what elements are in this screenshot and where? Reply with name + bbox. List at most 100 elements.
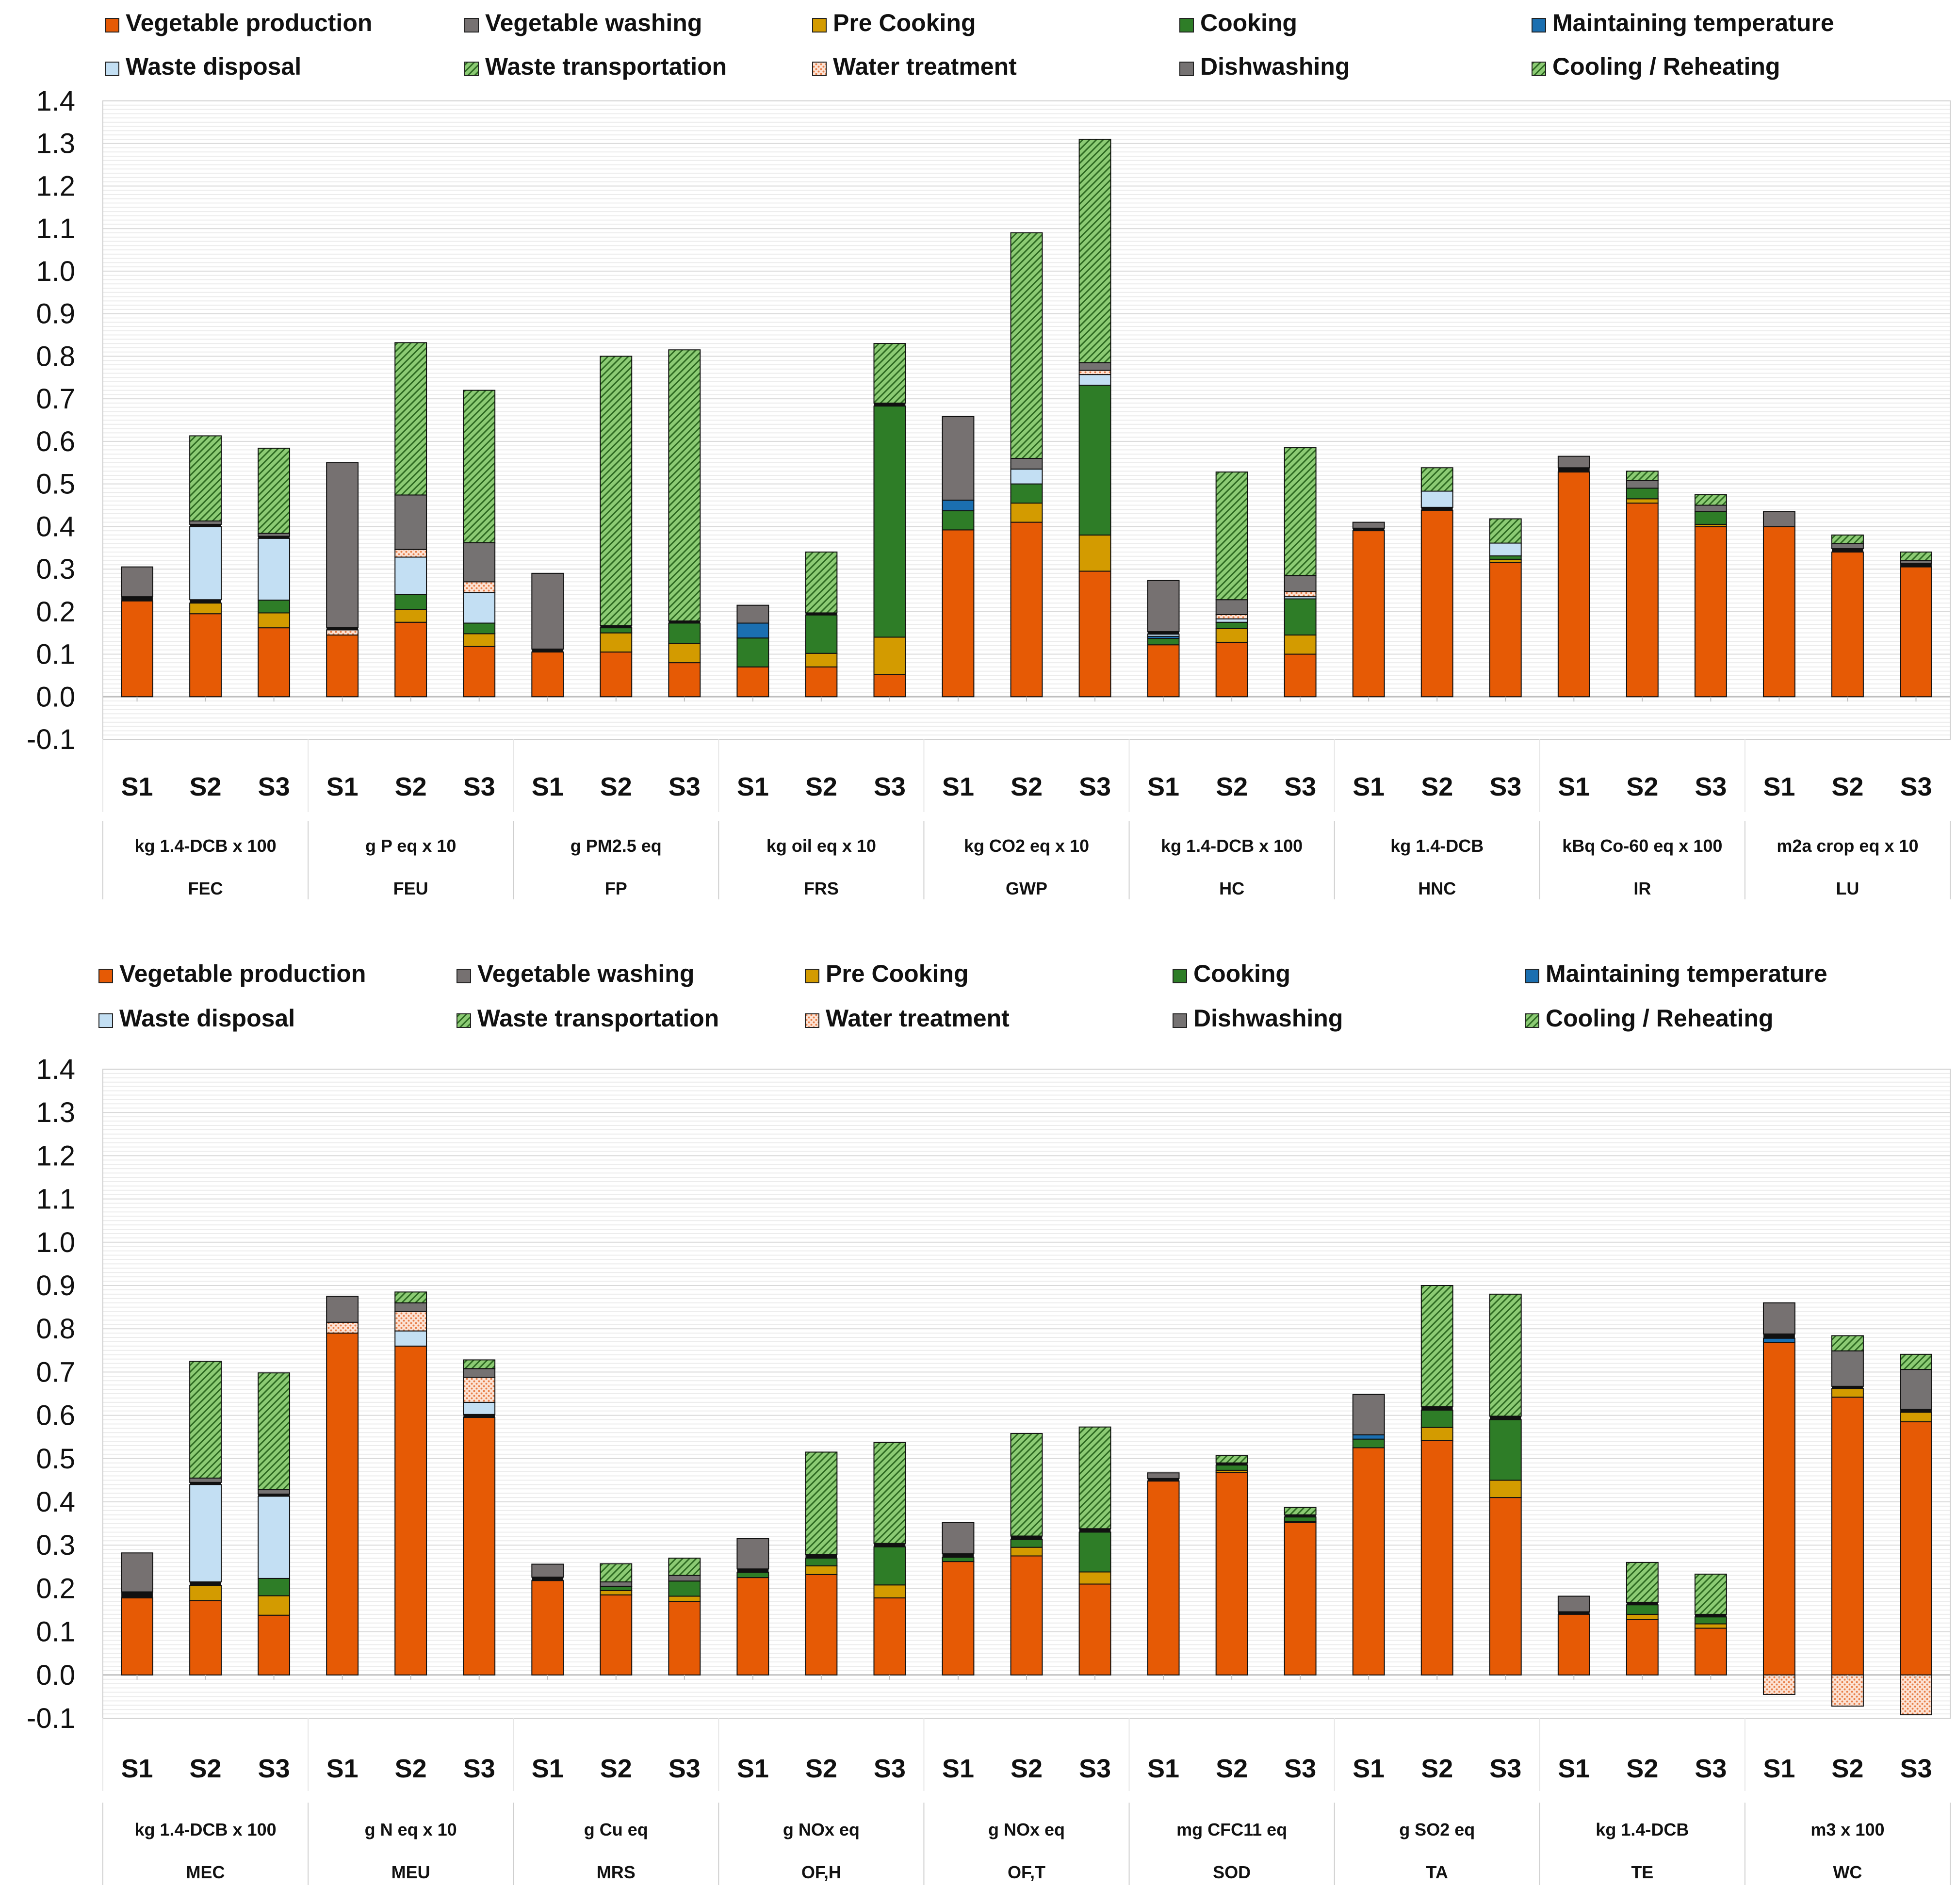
bar-segment-cooking [668, 622, 701, 644]
bar-segment-cooking [873, 1546, 906, 1586]
y-tick-label: 0.3 [36, 1530, 75, 1561]
bar-segment-black [258, 536, 290, 538]
bar-segment-veg_prod [1010, 1555, 1043, 1676]
bar-segment-maint [736, 622, 769, 639]
legend-swatch-veg_wash [464, 18, 479, 33]
bar-segment-veg_prod [805, 666, 838, 698]
bar-LU-S3: S3 [1900, 551, 1932, 801]
bar-segment-pre_cook [258, 612, 291, 629]
bar-segment-maint [942, 499, 975, 511]
y-tick-label: 1.1 [36, 213, 75, 244]
bar-segment-black [532, 1577, 564, 1581]
bar-segment-cooling [1489, 518, 1522, 544]
bar-GWP-S1: S1 [942, 416, 975, 801]
category-unit-label: kg 1.4-DCB [1596, 1820, 1689, 1839]
y-tick-label: 0.1 [36, 1616, 75, 1648]
y-tick-label: 0.1 [36, 639, 75, 670]
bar-TE-S3: S3 [1694, 1573, 1727, 1783]
category-unit-label: kg 1.4-DCB [1390, 836, 1484, 856]
bar-segment-veg_prod [1831, 551, 1864, 698]
category-code-label: WC [1833, 1862, 1862, 1882]
bar-OF,H-S1: S1 [736, 1538, 769, 1783]
bar-segment-black [190, 1482, 221, 1485]
bar-HC-S1: S1 [1147, 580, 1180, 801]
bar-segment-veg_wash [1352, 1394, 1385, 1435]
bar-segment-veg_wash [1352, 521, 1385, 529]
bar-segment-cooling [189, 435, 222, 521]
bar-segment-veg_prod [1010, 521, 1043, 698]
bar-segment-dishwash [1626, 480, 1659, 489]
chart-panel-2: Vegetable production Vegetable washing Pre… [27, 960, 1951, 1885]
bar-MEC-S1: S1 [121, 1552, 153, 1783]
bar-MRS-S3: S3 [668, 1557, 701, 1783]
legend-item-veg_wash: Vegetable washing [457, 960, 694, 987]
x-tick-label-scenario: S3 [1900, 1754, 1932, 1783]
x-tick-label-scenario: S1 [326, 772, 359, 801]
y-tick-label: 1.0 [36, 256, 75, 287]
bar-GWP-S3: S3 [1078, 138, 1111, 801]
bar-SOD-S3: S3 [1284, 1507, 1317, 1783]
legend-item-dishwash: Dishwashing [1173, 1005, 1343, 1032]
bar-segment-black [190, 524, 221, 527]
bar-segment-veg_prod [1215, 641, 1248, 698]
bar-MRS-S2: S2 [600, 1563, 633, 1783]
bar-segment-cooking [1010, 1539, 1043, 1548]
x-tick-label-scenario: S3 [669, 1754, 701, 1783]
y-tick-label: 1.2 [36, 170, 75, 202]
legend-item-waste_trans: Waste transportation [457, 1005, 719, 1032]
bar-segment-veg_prod [1557, 472, 1590, 698]
legend-swatch-maint [1525, 969, 1539, 983]
bar-segment-cooking [258, 600, 291, 614]
bar-segment-black [326, 627, 359, 630]
bar-segment-veg_prod [1557, 1613, 1590, 1676]
bar-segment-black [737, 1569, 769, 1573]
legend-label-pre_cook: Pre Cooking [833, 9, 976, 36]
category-code-label: MRS [597, 1862, 636, 1882]
bar-segment-veg_prod [1626, 503, 1659, 698]
bar-segment-veg_prod [394, 621, 427, 698]
bar-segment-dishwash [1078, 362, 1111, 371]
legend-item-veg_prod: Vegetable production [98, 960, 366, 987]
legend-swatch-cooling [1525, 1013, 1539, 1028]
legend-swatch-waste_trans [464, 62, 479, 76]
bar-segment-cooling [189, 1361, 222, 1479]
bar-segment-veg_prod [121, 600, 153, 698]
category-code-label: OF,T [1008, 1862, 1045, 1882]
x-tick-label-scenario: S2 [1626, 1754, 1658, 1783]
bar-segment-water_treat [394, 1311, 427, 1332]
bar-segment-cooling [873, 1442, 906, 1544]
bar-segment-cooling [258, 447, 291, 534]
bar-segment-cooking [1352, 1438, 1385, 1448]
x-tick-label-scenario: S1 [737, 1754, 769, 1783]
bar-segment-cooling [600, 1563, 633, 1583]
x-tick-label-scenario: S3 [874, 772, 906, 801]
category-unit-label: kg 1.4-DCB x 100 [134, 836, 276, 856]
bar-segment-black [1353, 528, 1385, 531]
bar-segment-black [1900, 563, 1932, 567]
bar-MEU-S1: S1 [326, 1296, 359, 1783]
category-code-label: MEU [391, 1862, 430, 1882]
x-tick-label-scenario: S2 [190, 772, 222, 801]
bar-segment-veg_prod [600, 651, 633, 698]
legend-item-pre_cook: Pre Cooking [805, 960, 968, 987]
bar-segment-cooking [668, 1580, 701, 1597]
bar-segment-cooking [394, 594, 427, 610]
x-tick-label-scenario: S3 [1695, 1754, 1727, 1783]
bar-segment-pre_cook [1420, 1427, 1453, 1441]
bar-SOD-S2: S2 [1215, 1455, 1248, 1783]
category-group-of-t: S1 S2 S3 g NOx eq OF,T [923, 1426, 1111, 1885]
x-tick-label-scenario: S2 [600, 772, 632, 801]
bar-OF,T-S1: S1 [942, 1522, 975, 1783]
x-tick-label-scenario: S1 [326, 1754, 359, 1783]
category-group-fec: S1 S2 S3 kg 1.4-DCB x 100 FEC [102, 435, 291, 899]
bar-segment-dishwash [668, 1575, 701, 1582]
bar-segment-veg_wash [1762, 1302, 1795, 1334]
bar-segment-black [1695, 1614, 1727, 1617]
bar-segment-veg_prod [1489, 562, 1522, 698]
x-tick-label-scenario: S3 [463, 772, 495, 801]
bar-segment-cooling [1900, 1353, 1932, 1370]
bar-segment-black [1558, 468, 1590, 472]
y-tick-label: 0.2 [36, 1573, 75, 1604]
bar-segment-veg_prod [258, 627, 291, 698]
y-tick-label: 0.6 [36, 426, 75, 457]
